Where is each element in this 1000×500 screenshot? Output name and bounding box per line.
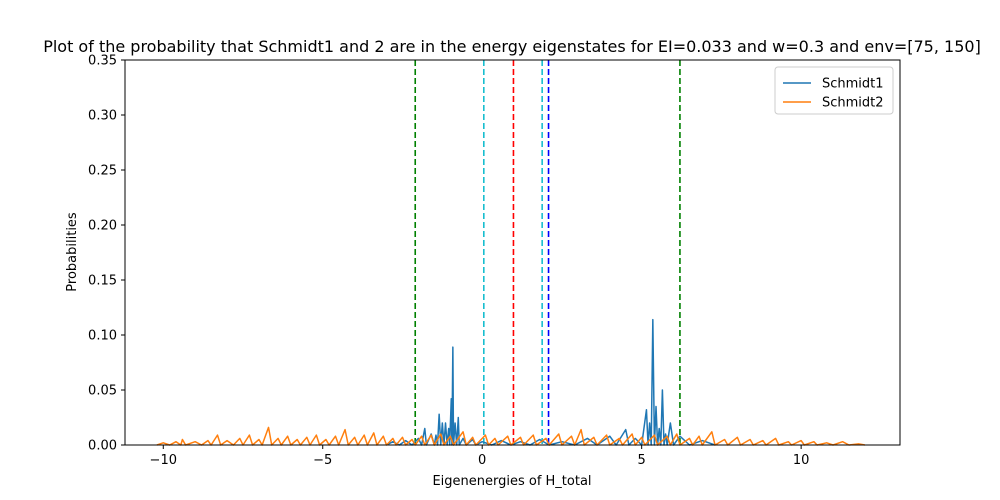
x-tick-label: −5 (313, 453, 332, 468)
y-tick-label: 0.20 (88, 219, 117, 234)
y-tick-label: 0.05 (88, 384, 117, 399)
plot-background (125, 60, 900, 445)
y-tick-label: 0.35 (88, 54, 117, 69)
x-tick-label: −10 (150, 453, 177, 468)
y-tick-label: 0.25 (88, 164, 117, 179)
y-axis-ticks: 0.00 0.05 0.10 0.15 0.20 0.25 0.30 0.35 (88, 54, 125, 454)
x-axis-label: Eigenenergies of H_total (432, 474, 591, 489)
x-tick-label: 0 (478, 453, 486, 468)
x-tick-label: 5 (638, 453, 646, 468)
y-tick-label: 0.15 (88, 274, 117, 289)
legend: Schmidt1 Schmidt2 (774, 66, 894, 115)
y-axis-label: Probabilities (65, 212, 80, 292)
y-tick-label: 0.30 (88, 109, 117, 124)
legend-label: Schmidt1 (822, 77, 884, 92)
series-lines (156, 318, 866, 446)
vertical-lines (414, 60, 681, 445)
series-line-schmidt2 (156, 426, 866, 446)
x-axis-ticks: −10 −5 0 5 10 (150, 445, 810, 468)
y-tick-label: 0.10 (88, 329, 117, 344)
plot-frame (124, 59, 901, 446)
y-tick-label: 0.00 (88, 439, 117, 454)
plot-area (124, 59, 901, 446)
legend-label: Schmidt2 (822, 96, 884, 111)
chart-title: Plot of the probability that Schmidt1 an… (43, 37, 981, 56)
x-tick-label: 10 (793, 453, 810, 468)
